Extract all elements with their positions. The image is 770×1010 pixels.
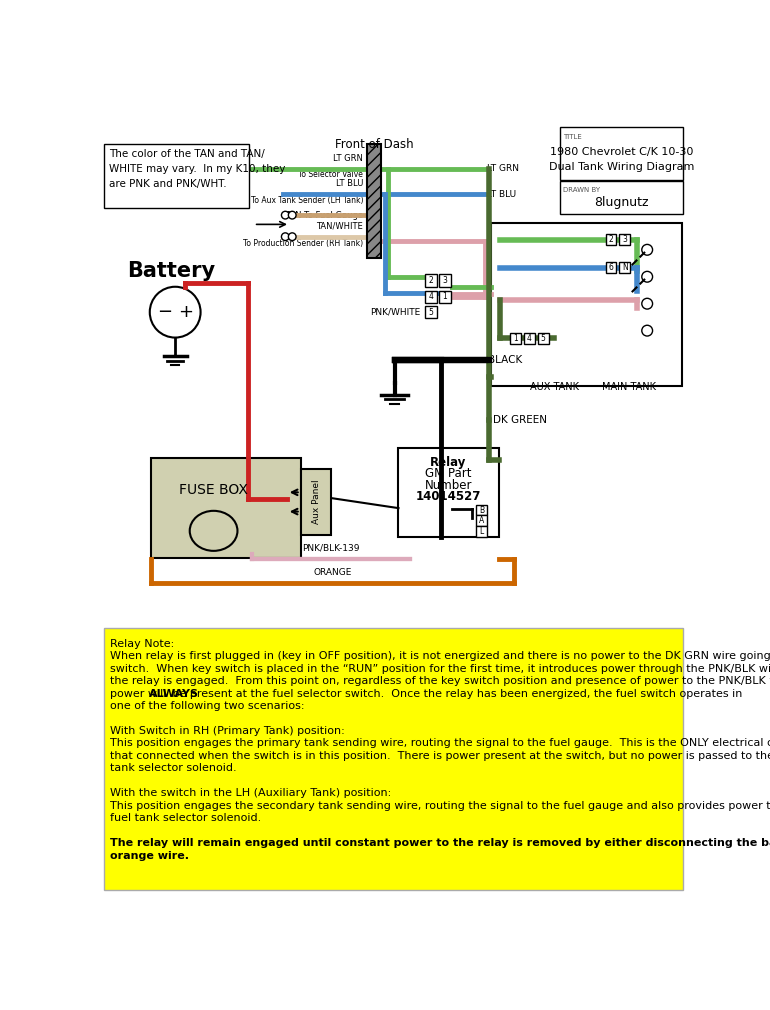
- Text: 3: 3: [442, 276, 447, 285]
- Text: To Aux Tank Sender (LH Tank): To Aux Tank Sender (LH Tank): [250, 196, 363, 205]
- Text: 1: 1: [513, 334, 518, 342]
- Bar: [619, 263, 630, 273]
- Text: To Production Sender (RH Tank): To Production Sender (RH Tank): [243, 239, 363, 248]
- Text: Front of Dash: Front of Dash: [334, 138, 413, 152]
- Text: be present at the fuel selector switch.  Once the relay has been energized, the : be present at the fuel selector switch. …: [169, 689, 742, 699]
- Bar: [605, 234, 616, 245]
- Text: LT GRN: LT GRN: [333, 154, 363, 163]
- Text: The relay will remain engaged until constant power to the relay is removed by ei: The relay will remain engaged until cons…: [111, 838, 770, 848]
- Text: +: +: [178, 303, 192, 321]
- Bar: [476, 505, 487, 515]
- Bar: [476, 515, 487, 526]
- Bar: [490, 223, 681, 386]
- Text: When relay is first plugged in (key in OFF position), it is not energized and th: When relay is first plugged in (key in O…: [111, 651, 770, 662]
- Text: Relay: Relay: [430, 456, 467, 469]
- Bar: [425, 306, 437, 318]
- Text: 1980 Chevrolet C/K 10-30: 1980 Chevrolet C/K 10-30: [550, 147, 694, 157]
- Bar: [560, 181, 683, 213]
- Text: This position engages the primary tank sending wire, routing the signal to the f: This position engages the primary tank s…: [111, 738, 770, 748]
- Text: −: −: [158, 303, 172, 321]
- Bar: [425, 291, 437, 303]
- Bar: [560, 127, 683, 180]
- Text: LT BLU: LT BLU: [487, 190, 516, 199]
- Text: The color of the TAN and TAN/
WHITE may vary.  In my K10, they
are PNK and PNK/W: The color of the TAN and TAN/ WHITE may …: [109, 148, 286, 189]
- Text: TAN/WHITE: TAN/WHITE: [316, 221, 363, 230]
- Bar: [537, 333, 548, 343]
- Text: GM Part: GM Part: [425, 468, 472, 481]
- Bar: [367, 144, 380, 259]
- Text: 14014527: 14014527: [416, 491, 481, 503]
- Text: PNK/BLK-139: PNK/BLK-139: [302, 543, 360, 552]
- Text: fuel tank selector solenoid.: fuel tank selector solenoid.: [111, 813, 262, 823]
- Text: power will: power will: [111, 689, 170, 699]
- Text: DK GREEN: DK GREEN: [493, 415, 547, 425]
- Text: LT GRN: LT GRN: [487, 165, 519, 174]
- Text: N: N: [622, 263, 628, 272]
- Bar: [439, 291, 451, 303]
- Text: 6: 6: [608, 263, 614, 272]
- Text: Dual Tank Wiring Diagram: Dual Tank Wiring Diagram: [549, 163, 695, 173]
- Text: FUSE BOX: FUSE BOX: [179, 483, 248, 497]
- Text: This position engages the secondary tank sending wire, routing the signal to the: This position engages the secondary tank…: [111, 801, 770, 811]
- Text: L: L: [480, 527, 484, 536]
- Bar: [619, 234, 630, 245]
- Text: AUX TANK: AUX TANK: [530, 382, 578, 392]
- Circle shape: [281, 211, 290, 219]
- Text: With Switch in RH (Primary Tank) position:: With Switch in RH (Primary Tank) positio…: [111, 726, 345, 736]
- Circle shape: [641, 325, 652, 336]
- Text: PNK: PNK: [487, 233, 505, 242]
- Bar: [300, 470, 331, 534]
- Text: LT BLU: LT BLU: [336, 179, 363, 188]
- Text: tank selector solenoid.: tank selector solenoid.: [111, 764, 237, 774]
- Bar: [151, 458, 300, 558]
- Text: ALWAYS: ALWAYS: [149, 689, 199, 699]
- Bar: [605, 263, 616, 273]
- Circle shape: [641, 244, 652, 256]
- Bar: [510, 333, 521, 343]
- Text: DRAWN BY: DRAWN BY: [563, 188, 601, 194]
- Circle shape: [641, 272, 652, 282]
- Text: 3: 3: [622, 235, 628, 244]
- Text: BLACK: BLACK: [488, 355, 522, 365]
- Text: B: B: [479, 506, 484, 514]
- Text: PNK/WHITE: PNK/WHITE: [370, 308, 420, 317]
- Text: 4: 4: [428, 292, 434, 301]
- Text: switch.  When key switch is placed in the “RUN” position for the first time, it : switch. When key switch is placed in the…: [111, 664, 770, 674]
- Text: MAIN TANK: MAIN TANK: [602, 382, 657, 392]
- Text: 5: 5: [428, 308, 434, 317]
- Bar: [105, 628, 683, 890]
- Text: To Selector Valve: To Selector Valve: [298, 171, 363, 180]
- Bar: [425, 275, 437, 287]
- Text: A: A: [479, 516, 484, 525]
- Circle shape: [288, 233, 296, 240]
- Circle shape: [288, 211, 296, 219]
- Ellipse shape: [189, 511, 237, 550]
- Text: 8lugnutz: 8lugnutz: [594, 196, 649, 209]
- Text: that connected when the switch is in this position.  There is power present at t: that connected when the switch is in thi…: [111, 750, 770, 761]
- Text: 2: 2: [608, 235, 614, 244]
- Bar: [105, 144, 249, 208]
- Bar: [398, 448, 498, 537]
- Text: the relay is engaged.  From this point on, regardless of the key switch position: the relay is engaged. From this point on…: [111, 676, 770, 686]
- Text: TAN To Fuel Gauge: TAN To Fuel Gauge: [285, 211, 363, 220]
- Circle shape: [149, 287, 200, 337]
- Text: 2: 2: [428, 276, 434, 285]
- Text: 5: 5: [541, 334, 546, 342]
- Bar: [439, 275, 451, 287]
- Text: Battery: Battery: [127, 262, 216, 282]
- Text: Aux Panel: Aux Panel: [312, 480, 320, 524]
- Text: Number: Number: [425, 479, 472, 492]
- Text: Relay Note:: Relay Note:: [111, 638, 175, 648]
- Text: 1: 1: [442, 292, 447, 301]
- Bar: [524, 333, 534, 343]
- Text: With the switch in the LH (Auxiliary Tank) position:: With the switch in the LH (Auxiliary Tan…: [111, 789, 392, 798]
- Text: TITLE: TITLE: [563, 133, 582, 139]
- Circle shape: [641, 298, 652, 309]
- Text: 4: 4: [527, 334, 532, 342]
- Bar: [476, 526, 487, 537]
- Circle shape: [281, 233, 290, 240]
- Text: ORANGE: ORANGE: [313, 568, 351, 577]
- Text: orange wire.: orange wire.: [111, 850, 189, 861]
- Text: one of the following two scenarios:: one of the following two scenarios:: [111, 701, 305, 711]
